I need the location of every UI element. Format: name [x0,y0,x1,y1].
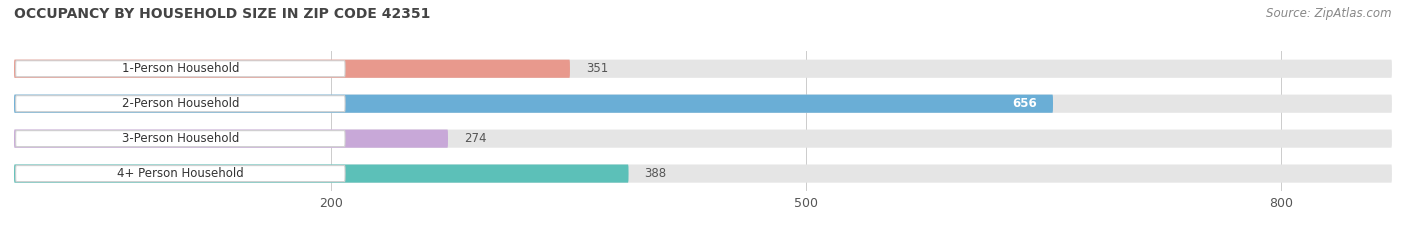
FancyBboxPatch shape [14,60,569,78]
FancyBboxPatch shape [14,95,1053,113]
Text: 2-Person Household: 2-Person Household [121,97,239,110]
Text: 1-Person Household: 1-Person Household [121,62,239,75]
Text: 4+ Person Household: 4+ Person Household [117,167,243,180]
Text: 388: 388 [644,167,666,180]
FancyBboxPatch shape [15,96,344,112]
Text: 351: 351 [586,62,607,75]
Text: Source: ZipAtlas.com: Source: ZipAtlas.com [1267,7,1392,20]
FancyBboxPatch shape [14,95,1392,113]
Text: OCCUPANCY BY HOUSEHOLD SIZE IN ZIP CODE 42351: OCCUPANCY BY HOUSEHOLD SIZE IN ZIP CODE … [14,7,430,21]
FancyBboxPatch shape [15,61,344,77]
Text: 274: 274 [464,132,486,145]
Text: 656: 656 [1012,97,1038,110]
FancyBboxPatch shape [14,164,1392,183]
FancyBboxPatch shape [14,130,449,148]
FancyBboxPatch shape [14,164,628,183]
FancyBboxPatch shape [14,130,1392,148]
FancyBboxPatch shape [14,60,1392,78]
FancyBboxPatch shape [15,166,344,182]
Text: 3-Person Household: 3-Person Household [122,132,239,145]
FancyBboxPatch shape [15,131,344,147]
